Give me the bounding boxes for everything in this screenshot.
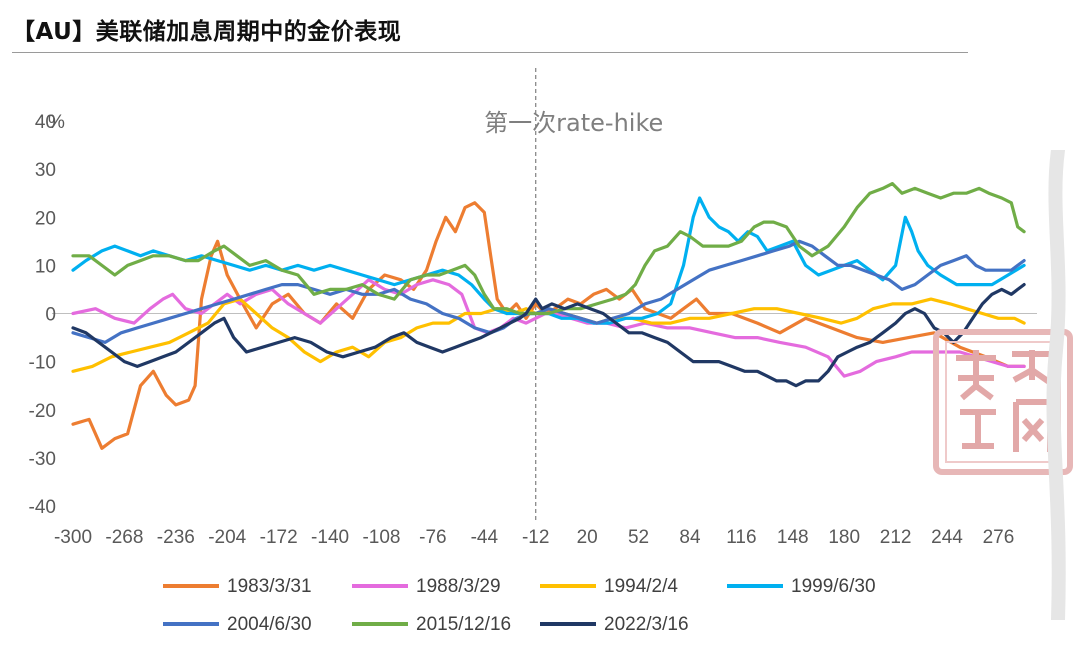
y-tick-label: -20: [29, 401, 56, 422]
x-tick-label: 84: [679, 527, 701, 548]
legend-label: 2022/3/16: [604, 614, 689, 635]
chart-title: 【AU】美联储加息周期中的金价表现: [12, 19, 402, 45]
x-tick-label: -44: [471, 527, 499, 548]
x-tick-label: -172: [260, 527, 298, 548]
y-tick-label: -40: [29, 497, 56, 518]
x-tick-label: -300: [54, 527, 92, 548]
legend-label: 2015/12/16: [416, 614, 511, 635]
y-tick-label: 20: [35, 208, 56, 229]
x-tick-label: 244: [931, 527, 963, 548]
legend-label: 1983/3/31: [227, 576, 312, 597]
series-lines: [71, 182, 1026, 450]
x-tick-label: 180: [828, 527, 860, 548]
series-line-2004-6-30: [71, 239, 1026, 344]
legend-label: 1994/2/4: [604, 576, 678, 597]
rate-hike-annotation: 第一次rate-hike: [484, 109, 663, 137]
x-tick-label: -268: [105, 527, 143, 548]
x-tick-label: -236: [157, 527, 195, 548]
y-axis-ticks: 40 30 20 10 0 -10 -20 -30 -40: [29, 112, 56, 518]
x-tick-label: -76: [419, 527, 446, 548]
y-axis-label: %: [48, 112, 65, 133]
x-tick-label: 148: [777, 527, 809, 548]
y-tick-label: 10: [35, 256, 56, 277]
y-tick-label: 40: [35, 112, 56, 133]
brush-stroke-decoration: [1046, 150, 1066, 620]
x-tick-label: -12: [522, 527, 549, 548]
x-tick-label: 20: [577, 527, 598, 548]
legend-label: 1988/3/29: [416, 576, 501, 597]
series-line-2022-3-16: [71, 283, 1026, 388]
series-line-1994-2-4: [71, 297, 1026, 373]
y-tick-label: 0: [45, 305, 56, 326]
series-line-2015-12-16: [71, 182, 1026, 316]
series-line-1983-3-31: [71, 201, 1026, 450]
legend: 1983/3/31 1988/3/29 1994/2/4 1999/6/30 2004/…: [163, 576, 876, 635]
series-line-1988-3-29: [71, 278, 1026, 378]
x-axis-ticks: -300 -268 -236 -204 -172 -140 -108 -76 -44 -12 20 5…: [54, 527, 1014, 548]
x-tick-label: 52: [628, 527, 649, 548]
x-tick-label: -140: [311, 527, 349, 548]
y-tick-label: -10: [29, 353, 56, 374]
legend-label: 2004/6/30: [227, 614, 312, 635]
y-tick-label: 30: [35, 160, 56, 181]
x-tick-label: -108: [362, 527, 400, 548]
x-tick-label: -204: [208, 527, 246, 548]
x-tick-label: 212: [880, 527, 912, 548]
x-tick-label: 116: [726, 527, 756, 548]
legend-label: 1999/6/30: [791, 576, 876, 597]
title-divider: [12, 52, 968, 53]
y-tick-label: -30: [29, 449, 56, 470]
x-tick-label: 276: [983, 527, 1015, 548]
